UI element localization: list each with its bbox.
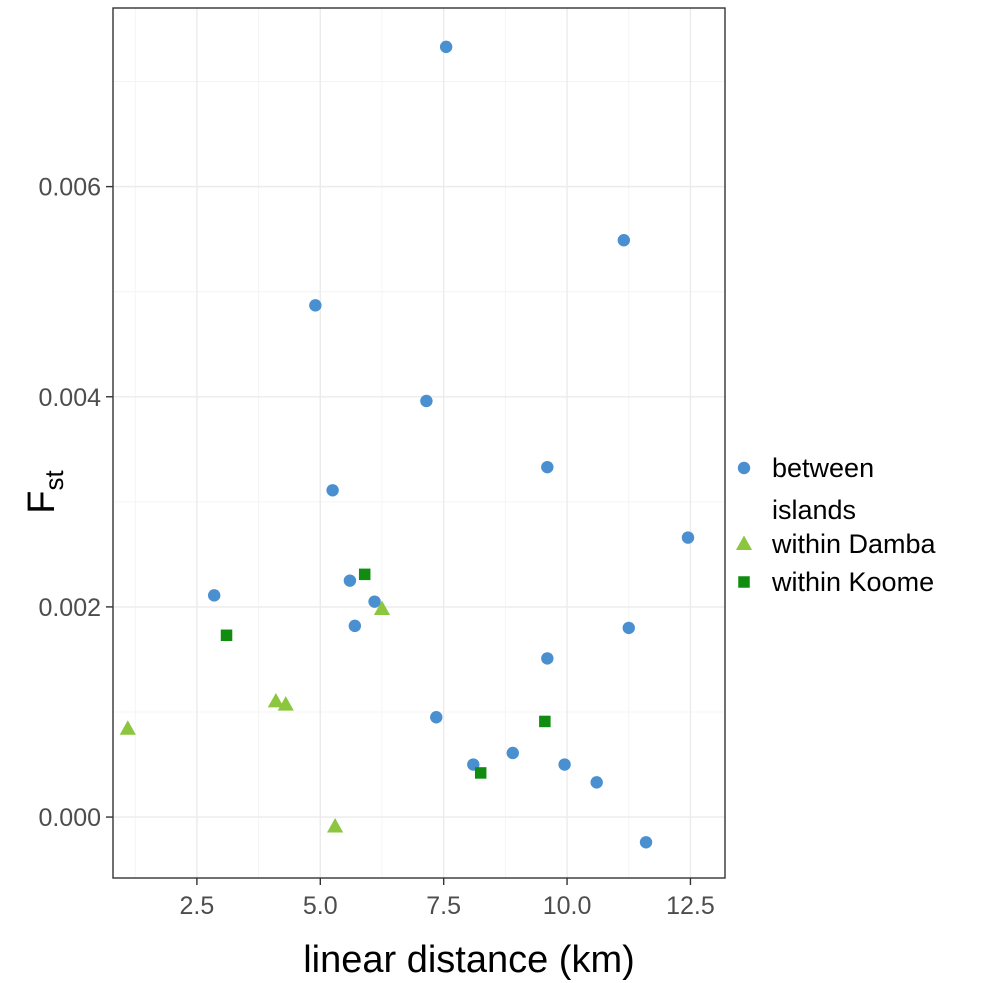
legend-label: between — [772, 453, 874, 483]
legend-label: within Koome — [771, 567, 934, 597]
legend: between islands within Damba within Koome — [735, 453, 937, 597]
y-tick-label: 0.000 — [38, 804, 101, 832]
data-point-triangle — [327, 818, 344, 833]
data-point-circle — [420, 394, 433, 408]
data-point-circle — [309, 299, 322, 312]
data-point-circle — [326, 484, 339, 497]
data-point-triangle — [373, 600, 391, 615]
data-point-square — [539, 715, 551, 728]
data-point-circle — [506, 746, 519, 760]
x-tick-label: 5.0 — [303, 892, 338, 920]
grid-lines — [113, 8, 725, 878]
data-point-circle — [681, 531, 695, 544]
legend-key-circle — [737, 461, 751, 475]
x-axis-ticks: 2.5 5.0 7.5 10.0 12.5 — [180, 878, 715, 920]
x-tick-label: 12.5 — [666, 892, 715, 920]
plot-panel-border — [112, 7, 726, 879]
data-point-circle — [207, 589, 221, 602]
legend-key-triangle — [735, 535, 753, 550]
y-axis-title: Fst — [21, 470, 69, 514]
data-point-square — [220, 629, 233, 642]
data-point-circle — [430, 711, 443, 724]
data-point-square — [358, 568, 371, 581]
data-point-circle — [541, 652, 554, 665]
data-point-circle — [639, 836, 653, 849]
data-point-circle — [558, 758, 571, 771]
legend-item: within Koome — [738, 567, 934, 597]
y-axis-title-subscript: st — [39, 470, 69, 491]
y-axis-title-main: F — [21, 491, 63, 514]
data-point-triangle — [277, 696, 294, 711]
data-point-circle — [622, 621, 635, 635]
y-axis-ticks: 0.000 0.002 0.004 0.006 — [38, 174, 113, 832]
legend-item: between islands — [737, 453, 874, 525]
y-tick-label: 0.002 — [38, 594, 101, 622]
data-point-circle — [541, 460, 554, 474]
data-point-circle — [590, 776, 603, 789]
x-tick-label: 10.0 — [543, 892, 592, 920]
data-point-circle — [439, 40, 453, 54]
data-point-square — [474, 767, 487, 779]
data-point-circle — [348, 619, 362, 633]
legend-label: within Damba — [771, 529, 937, 559]
data-point-triangle — [267, 692, 284, 708]
x-tick-label: 2.5 — [180, 892, 215, 920]
data-point-circle — [343, 574, 357, 587]
legend-key-square — [738, 576, 750, 588]
data-points — [119, 40, 695, 849]
legend-item: within Damba — [735, 529, 937, 559]
y-tick-label: 0.004 — [38, 384, 101, 412]
y-tick-label: 0.006 — [38, 174, 101, 202]
x-tick-label: 7.5 — [426, 892, 461, 920]
data-point-circle — [368, 595, 381, 608]
data-point-circle — [617, 234, 631, 247]
legend-label: islands — [772, 495, 856, 525]
data-point-triangle — [119, 720, 136, 735]
x-axis-title: linear distance (km) — [303, 939, 635, 981]
